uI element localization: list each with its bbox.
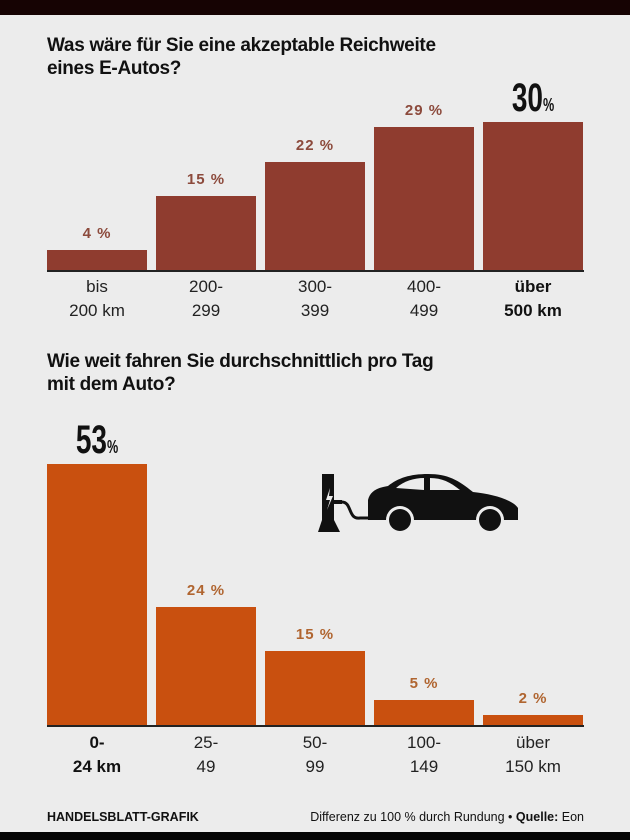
source-note: Differenz zu 100 % durch Rundung • Quell… [310,810,584,824]
value-label: 2 % [518,690,548,708]
chart1-title-line1: Was wäre für Sie eine akzeptable Reichwe… [47,35,436,56]
x-axis [47,725,584,727]
chart2-title: Wie weit fahren Sie durchschnittlich pro… [47,350,434,396]
bar [47,463,147,725]
value-label: 4 % [82,225,112,243]
bar [156,606,256,725]
ev-charging-illustration [318,474,518,534]
value-label: 15 % [186,171,226,189]
value-label: 24 % [186,581,226,599]
category-label: 25- 49 [193,733,219,776]
chart2-title-line2: mit dem Auto? [47,374,176,395]
credit: HANDELSBLATT-GRAFIK [47,810,199,824]
category-label: 50- 99 [302,733,328,776]
bar [47,250,147,270]
category-label: über 500 km [504,277,562,320]
category-label: bis 200 km [69,277,125,320]
value-label: 22 % [295,136,335,154]
top-border [0,0,630,15]
charging-station-icon [318,474,370,532]
bar [483,715,583,725]
value-label-highlight: 30% [511,76,555,121]
bar [265,161,365,270]
electric-car-icon [368,474,518,534]
bottom-border [0,832,630,840]
bar [374,700,474,725]
bar [265,651,365,725]
chart1-title: Was wäre für Sie eine akzeptable Reichwe… [47,34,436,80]
category-label: 400- 499 [406,277,442,320]
category-label: 0- 24 km [72,733,122,776]
value-label: 15 % [295,626,335,644]
chart2-title-line1: Wie weit fahren Sie durchschnittlich pro… [47,351,434,372]
value-label: 29 % [404,102,444,120]
category-label: über 150 km [505,733,561,776]
category-label: 300- 399 [297,277,333,320]
rounding-note: Differenz zu 100 % durch Rundung • [310,810,516,824]
bar [374,127,474,270]
x-axis [47,270,584,272]
category-label: 100- 149 [406,733,442,776]
source-label: Quelle: [515,810,559,824]
value-label-highlight: 53% [75,417,119,462]
bar [483,122,583,270]
chart1-title-line2: eines E-Autos? [47,58,182,79]
source-value: Eon [558,810,584,824]
bar [156,196,256,270]
value-label: 5 % [409,675,439,693]
category-label: 200- 299 [188,277,224,320]
